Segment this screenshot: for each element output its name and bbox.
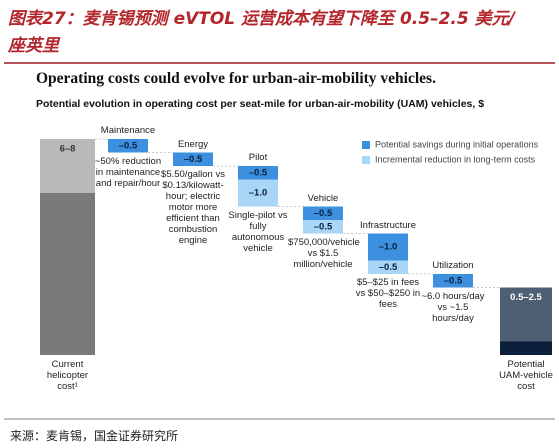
category-label: Maintenance <box>100 125 156 136</box>
start-bar-range <box>40 139 95 193</box>
step-description: Single-pilot vs fully autonomous vehicle <box>228 209 288 254</box>
value-label: –1.0 <box>379 242 398 253</box>
step-description: $5–$25 in fees vs $50–$250 in fees <box>355 277 421 310</box>
category-label: Infrastructure <box>360 219 416 231</box>
value-label: –1.0 <box>249 188 268 199</box>
value-label: –0.5 <box>249 167 268 178</box>
start-label: Current helicopter cost¹ <box>46 359 89 392</box>
end-bar-range <box>500 287 552 342</box>
legend-swatch <box>362 141 370 149</box>
category-label: Utilization <box>432 260 474 271</box>
value-label: –0.5 <box>379 262 398 273</box>
step-description: $750,000/vehicle vs $1.5 million/vehicle <box>288 236 360 270</box>
value-label: –0.5 <box>444 275 463 286</box>
value-label: –0.5 <box>314 208 333 219</box>
caption: 图表27：麦肯锡预测 eVTOL 运营成本有望下降至 0.5–2.5 美元/座英… <box>8 9 515 56</box>
chart-title: Operating costs could evolve for urban-a… <box>36 70 436 87</box>
step-description: ~6.0 hours/day vs ~1.5 hours/day <box>421 290 485 324</box>
bar <box>238 166 278 180</box>
bar <box>108 139 148 153</box>
legend-label: Incremental reduction in long-term costs <box>375 154 536 164</box>
legend-swatch <box>362 156 370 164</box>
category-label: Energy <box>177 138 209 150</box>
category-label: Pilot <box>248 152 268 163</box>
bar <box>303 206 343 220</box>
step-description: $5.50/gallon vs $0.13/kilowatt-hour; ele… <box>161 169 225 246</box>
end-label: Potential UAM-vehicle cost <box>499 359 553 392</box>
legend-label: Potential savings during initial operati… <box>375 139 539 149</box>
bar <box>368 233 408 261</box>
start-bar-base <box>40 193 95 355</box>
category-label: Vehicle <box>307 192 339 204</box>
chart-subtitle: Potential evolution in operating cost pe… <box>36 98 485 110</box>
start-range-label: 6–8 <box>60 144 76 155</box>
value-label: –0.5 <box>119 140 138 151</box>
end-range-label: 0.5–2.5 <box>510 292 542 303</box>
end-bar-base <box>500 341 552 355</box>
bar <box>238 179 278 207</box>
source: 来源：麦肯锡，国金证券研究所 <box>10 429 179 443</box>
bar <box>433 274 473 288</box>
step-description: ~50% reduction in maintenance and repair… <box>94 155 162 189</box>
value-label: –0.5 <box>314 221 333 232</box>
bar <box>368 260 408 274</box>
bar <box>303 220 343 234</box>
value-label: –0.5 <box>184 154 203 165</box>
bar <box>173 152 213 166</box>
